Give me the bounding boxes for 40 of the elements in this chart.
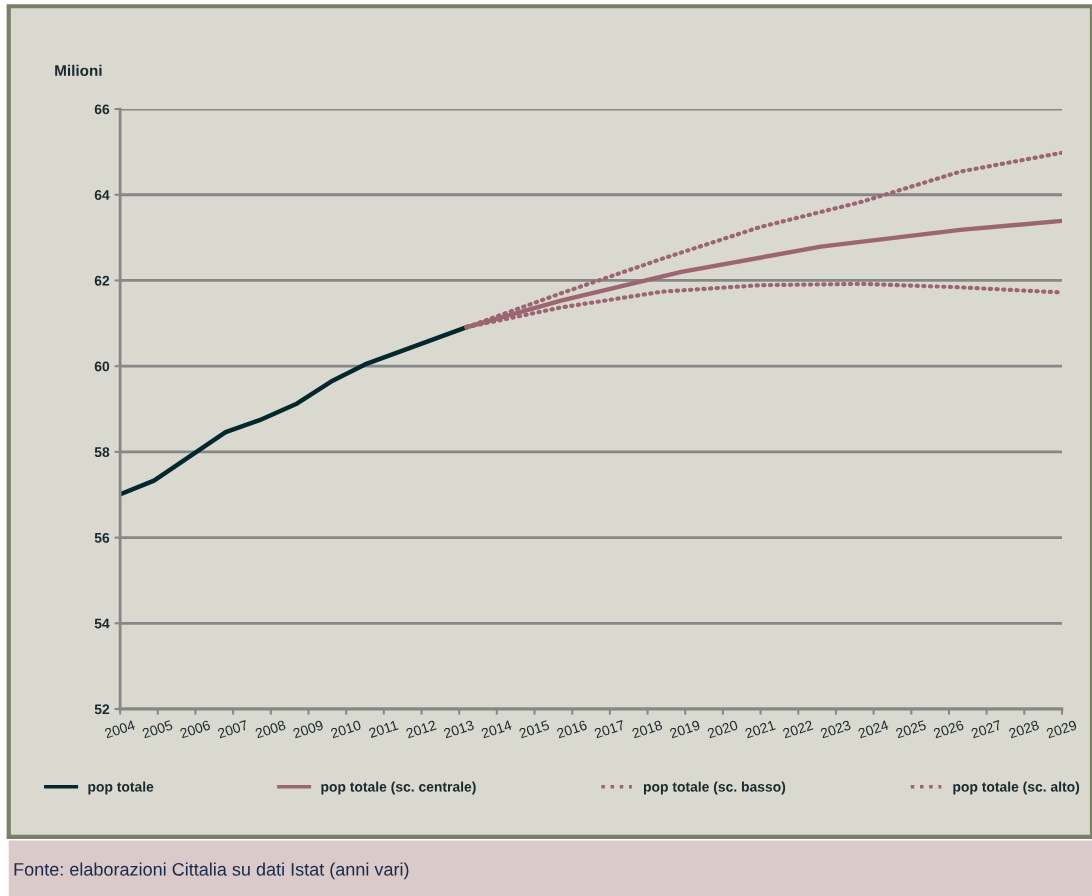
y-tick-label: 56 <box>94 532 110 543</box>
x-tick-label: 2008 <box>254 719 287 739</box>
legend-label: pop totale (sc. alto) <box>953 781 1080 795</box>
x-tick-label: 2020 <box>706 719 739 739</box>
x-tick-label: 2017 <box>593 719 626 739</box>
legend-label: pop totale (sc. basso) <box>643 781 786 795</box>
x-tick-label: 2009 <box>292 719 324 739</box>
x-tick-label: 2016 <box>556 719 588 739</box>
x-tick-label: 2019 <box>669 719 701 739</box>
x-tick-label: 2022 <box>782 719 814 739</box>
y-tick-label: 64 <box>94 190 110 200</box>
y-tick-label: 62 <box>94 275 110 286</box>
x-tick-label: 2005 <box>141 719 174 739</box>
x-tick-label: 2014 <box>480 719 513 739</box>
x-tick-label: 2007 <box>217 719 249 739</box>
y-tick-label: 52 <box>94 704 110 715</box>
x-tick-label: 2028 <box>1008 719 1040 739</box>
x-tick-label: 2029 <box>1046 719 1078 739</box>
y-axis-title: Milioni <box>55 64 102 77</box>
legend-label: pop totale (sc. centrale) <box>321 781 476 795</box>
y-tick-label: 58 <box>94 447 110 458</box>
x-tick-label: 2010 <box>330 719 362 739</box>
source-note: Fonte: elaborazioni Cittalia su dati Istat (anni vari) <box>14 862 409 880</box>
x-tick-label: 2006 <box>179 719 211 739</box>
x-tick-label: 2011 <box>368 719 399 739</box>
x-tick-label: 2024 <box>857 719 890 739</box>
x-tick-label: 2018 <box>631 719 663 739</box>
x-tick-label: 2023 <box>820 719 852 739</box>
x-tick-label: 2025 <box>895 719 927 739</box>
x-tick-label: 2021 <box>744 719 776 739</box>
x-tick-label: 2004 <box>104 719 136 739</box>
y-tick-label: 66 <box>94 104 110 115</box>
y-tick-label: 60 <box>94 361 110 372</box>
y-tick-label: 54 <box>94 618 110 629</box>
x-tick-label: 2026 <box>933 719 965 739</box>
x-tick-label: 2013 <box>443 719 475 739</box>
x-tick-label: 2027 <box>970 719 1002 739</box>
x-tick-label: 2015 <box>518 719 550 739</box>
legend-label: pop totale <box>88 781 154 795</box>
x-tick-label: 2012 <box>405 719 437 739</box>
